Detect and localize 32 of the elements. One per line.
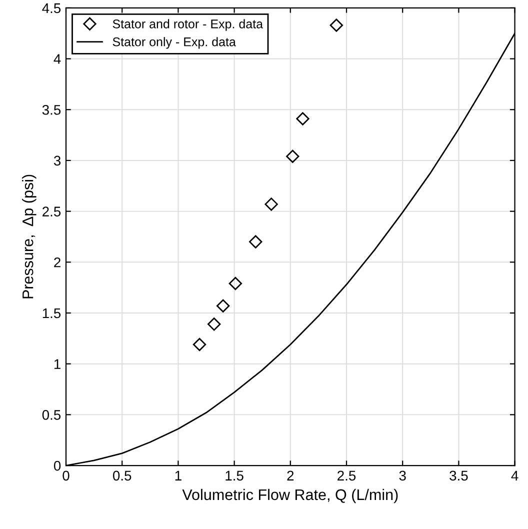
x-tick-label: 3 (399, 470, 406, 481)
y-tick-label: 1.5 (42, 308, 61, 318)
y-tick-label: 3.5 (42, 104, 61, 115)
x-tick-label: 2.5 (338, 470, 356, 481)
x-tick-label: 0.5 (112, 470, 132, 481)
point (264, 198, 278, 211)
y-tick-label: 3 (54, 156, 61, 166)
point (216, 299, 230, 312)
y-tick-label: 4 (54, 54, 61, 64)
point (330, 18, 343, 32)
point (228, 276, 242, 290)
x-tick-label: 3.5 (450, 470, 468, 481)
point (296, 112, 310, 126)
legend-label: Stator only - Exp. data (112, 37, 236, 49)
legend-label: Stator and rotor - Exp. data (112, 19, 264, 31)
y-tick-label: 2 (54, 257, 60, 268)
point (192, 338, 206, 352)
point (286, 150, 300, 163)
x-tick-label: 2 (287, 470, 294, 480)
y-tick-label: 0 (54, 460, 61, 471)
point (208, 318, 221, 331)
x-tick-label: 0 (62, 470, 70, 481)
y-axis-title: Pressure, Δp (psi) (22, 174, 36, 298)
y-tick-label: 4.5 (42, 3, 61, 14)
x-tick-label: 4 (511, 470, 518, 480)
y-tick-label: 1 (54, 359, 60, 369)
x-axis-title: Volumetric Flow Rate, Q (L/min) (182, 488, 398, 504)
x-tick-label: 1.5 (226, 470, 244, 481)
x-tick-label: 1 (175, 470, 182, 480)
y-tick-label: 0.5 (42, 410, 61, 420)
y-tick-label: 2.5 (42, 206, 61, 216)
point (249, 235, 262, 248)
